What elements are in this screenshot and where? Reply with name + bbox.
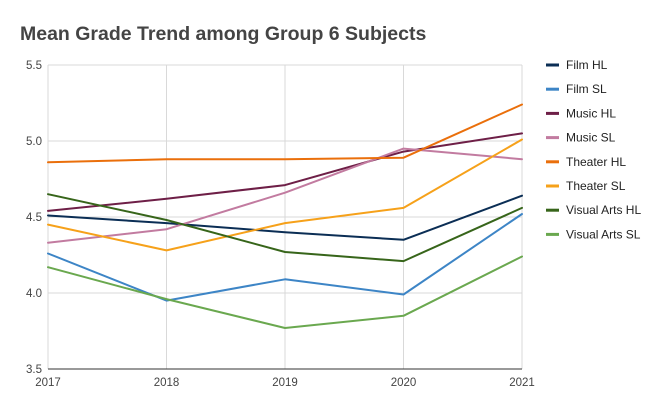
legend: Film HL Film SL Music HL Music SL Theater HL…	[546, 58, 641, 241]
series-line-film-hl	[47, 194, 523, 241]
legend-label-film-sl: Film SL	[566, 82, 607, 96]
series-line-theater-sl	[47, 138, 523, 252]
legend-swatch-music-sl	[546, 136, 559, 140]
series-line-theater-hl	[47, 103, 523, 164]
series-line-visual-arts-sl	[47, 255, 523, 329]
x-tick-label: 2019	[272, 377, 298, 389]
y-tick-label: 4.0	[26, 288, 42, 300]
grid	[47, 64, 523, 369]
legend-label-film-hl: Film HL	[566, 58, 608, 72]
y-tick-label: 5.5	[26, 60, 42, 72]
legend-swatch-film-sl	[546, 87, 559, 91]
legend-label-theater-hl: Theater HL	[566, 155, 626, 169]
series-line-music-hl	[47, 132, 523, 212]
legend-swatch-theater-hl	[546, 160, 559, 164]
legend-label-theater-sl: Theater SL	[566, 179, 626, 193]
series-line-visual-arts-hl	[47, 193, 523, 263]
series-lines	[47, 103, 523, 329]
x-tick-label: 2017	[35, 377, 61, 389]
x-tick-label: 2020	[391, 377, 417, 389]
axes: 3.5 4.0 4.5 5.0 5.5 2017 2018 2019 2020 2021	[26, 60, 535, 389]
y-tick-label: 4.5	[26, 212, 42, 224]
y-tick-label: 3.5	[26, 364, 42, 376]
series-line-film-sl	[47, 213, 523, 302]
legend-label-music-sl: Music SL	[566, 131, 616, 145]
legend-label-music-hl: Music HL	[566, 106, 616, 120]
legend-swatch-music-hl	[546, 111, 559, 115]
x-tick-label: 2021	[509, 377, 535, 389]
legend-swatch-film-hl	[546, 63, 559, 67]
legend-label-visual-arts-sl: Visual Arts SL	[566, 227, 641, 241]
legend-swatch-theater-sl	[546, 184, 559, 188]
series-line-music-sl	[47, 147, 523, 244]
chart-title: Mean Grade Trend among Group 6 Subjects	[20, 23, 426, 45]
y-tick-label: 5.0	[26, 136, 42, 148]
legend-swatch-visual-arts-sl	[546, 232, 559, 236]
legend-swatch-visual-arts-hl	[546, 208, 559, 212]
legend-label-visual-arts-hl: Visual Arts HL	[566, 203, 641, 217]
x-tick-label: 2018	[154, 377, 180, 389]
